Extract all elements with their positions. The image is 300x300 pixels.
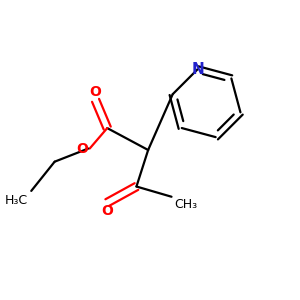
- Text: O: O: [90, 85, 101, 99]
- Text: O: O: [101, 204, 113, 218]
- Text: O: O: [76, 142, 88, 155]
- Text: H₃C: H₃C: [5, 194, 28, 207]
- Text: CH₃: CH₃: [174, 198, 198, 211]
- Text: N: N: [191, 62, 204, 77]
